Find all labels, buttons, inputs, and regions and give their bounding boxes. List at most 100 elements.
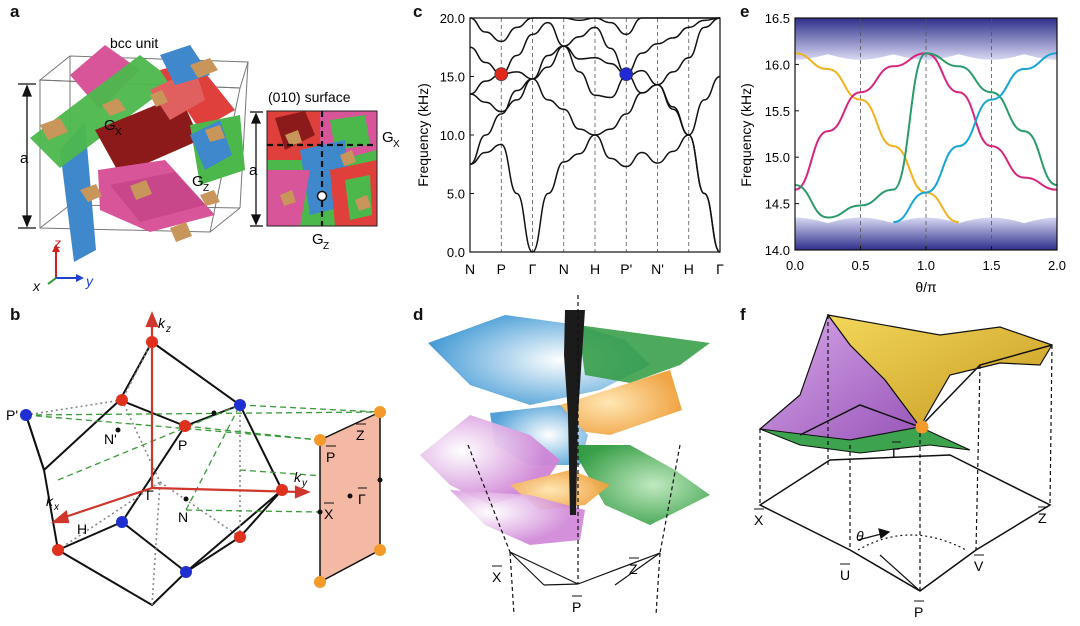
panel-b-brillouin-zone: k z k y k x P' N' P Γ N H [6, 311, 386, 607]
band-x-tick-label: Γ [716, 261, 724, 277]
panel-label-e: e [740, 2, 750, 21]
svg-text:Z: Z [203, 183, 209, 194]
surface-state-line [893, 52, 1057, 224]
band-series-line [469, 17, 721, 75]
surface-y-ticks: 14.0 14.5 15.0 15.5 16.0 16.5 [765, 11, 799, 258]
point-gamma: Γ [146, 487, 154, 503]
panel-a-figure: bcc unit G X G Z a z y x (010) surface [18, 35, 400, 294]
surface-x-axis-label: θ/π [915, 279, 937, 295]
gx-label: G X [104, 117, 122, 138]
coordinate-axes: z y x [32, 235, 94, 294]
band-y-tick-label: 5.0 [447, 187, 465, 202]
band-series-line [469, 17, 721, 95]
panel-label-f: f [740, 305, 746, 324]
weyl-point-marker [494, 67, 509, 81]
band-x-ticks: N P Γ N H P' N' H Γ [465, 261, 724, 277]
svg-text:G: G [312, 231, 324, 248]
point-h: H [77, 521, 87, 537]
surface-labels: P Z Γ X [324, 423, 367, 522]
panel-d-labels: X Z P [492, 557, 639, 615]
svg-text:X: X [492, 569, 502, 585]
lattice-label: a [20, 150, 29, 167]
svg-text:X: X [324, 506, 334, 522]
svg-text:P: P [326, 449, 335, 465]
panel-label-d: d [413, 305, 424, 324]
band-y-tick-label: 10.0 [440, 128, 465, 143]
svg-text:X: X [393, 139, 400, 150]
f-projection-lines [758, 315, 1053, 592]
surface-010-tile [266, 110, 378, 227]
svg-text:P: P [572, 599, 581, 615]
svg-text:G: G [382, 129, 394, 146]
svg-text:X: X [115, 127, 122, 138]
svg-text:Z: Z [629, 561, 638, 577]
surface-gx-label: G X [382, 129, 400, 150]
bcc-unit-blocks [30, 45, 245, 262]
surface-y-tick-label: 14.0 [765, 243, 790, 258]
panel-f-surface-arcs: X Z Γ U V P θ [754, 313, 1053, 620]
svg-text:y: y [85, 273, 94, 289]
band-x-tick-label: P' [620, 261, 632, 277]
surface-y-tick-label: 16.5 [765, 11, 790, 26]
lattice-constant-arrow [18, 83, 36, 229]
point-p: P [178, 437, 187, 453]
band-x-tick-label: N' [651, 261, 664, 277]
svg-text:x: x [32, 278, 41, 294]
svg-text:y: y [301, 478, 308, 489]
bcc-unit-title: bcc unit [110, 35, 158, 51]
band-series-line [469, 45, 721, 136]
svg-text:z: z [53, 235, 61, 251]
band-x-tick-label: H [590, 261, 600, 277]
band-x-tick-label: N [559, 261, 569, 277]
panel-label-b: b [10, 305, 21, 324]
band-x-tick-label: N [465, 261, 475, 277]
surface-y-tick-label: 16.0 [765, 57, 790, 72]
surface-y-tick-label: 15.0 [765, 150, 790, 165]
ky-label: k y [294, 469, 308, 489]
point-p-prime: P' [6, 407, 18, 423]
panel-e-surface-states: 14.0 14.5 15.0 15.5 16.0 16.5 0.0 0.5 1.0 1.5 2.0… [738, 11, 1066, 295]
k-axes [50, 311, 311, 524]
surface-state-lines [795, 52, 1057, 224]
surface-bz [314, 406, 386, 588]
svg-text:k: k [158, 315, 166, 331]
band-y-axis-label: Frequency (kHz) [415, 83, 431, 186]
kx-label: k x [46, 493, 60, 513]
surface-y-tick-label: 15.5 [765, 104, 790, 119]
bz-edges [25, 341, 284, 607]
svg-text:G: G [192, 173, 204, 190]
svg-text:X: X [754, 512, 764, 528]
svg-text:x: x [53, 502, 60, 513]
f-labels: X Z Γ U V P θ [754, 441, 1048, 620]
f-surfaces [758, 313, 1053, 454]
surface-lattice-arrow [250, 111, 263, 227]
surface-x-ticks: 0.0 0.5 1.0 1.5 2.0 [786, 246, 1066, 273]
svg-text:Γ: Γ [358, 491, 366, 507]
surface-state-line [795, 52, 1057, 219]
surface-y-axis-label: Frequency (kHz) [738, 83, 754, 186]
panel-d-helicoid-surfaces: X Z P [420, 295, 710, 616]
svg-text:Z: Z [356, 427, 365, 443]
svg-text:Γ: Γ [892, 445, 900, 461]
surface-gz-label: G Z [312, 231, 329, 252]
projection-dashes [25, 404, 381, 513]
band-y-tick-label: 15.0 [440, 70, 465, 85]
point-n-prime: N' [104, 431, 117, 447]
svg-text:G: G [104, 117, 116, 134]
panel-label-c: c [413, 2, 423, 21]
svg-text:Z: Z [1038, 510, 1047, 526]
panel-label-a: a [10, 2, 20, 21]
surface-state-line [795, 52, 1057, 191]
panel-c-band-structure: 0.0 5.0 10.0 15.0 20.0 N P Γ N H P' N' H Γ Frequency… [415, 11, 724, 277]
bulk-band-bottom [795, 217, 1057, 250]
surface-x-tick-label: 1.5 [982, 258, 1000, 273]
svg-text:U: U [840, 567, 850, 583]
band-y-ticks: 0.0 5.0 10.0 15.0 20.0 [440, 11, 474, 260]
helicoid-layers [420, 310, 710, 545]
surface-x-tick-label: 0.0 [786, 258, 804, 273]
surface-x-tick-label: 2.0 [1048, 258, 1066, 273]
svg-text:z: z [165, 324, 171, 335]
surface-title: (010) surface [268, 89, 351, 105]
point-n: N [178, 509, 188, 525]
band-vlines [500, 18, 690, 252]
